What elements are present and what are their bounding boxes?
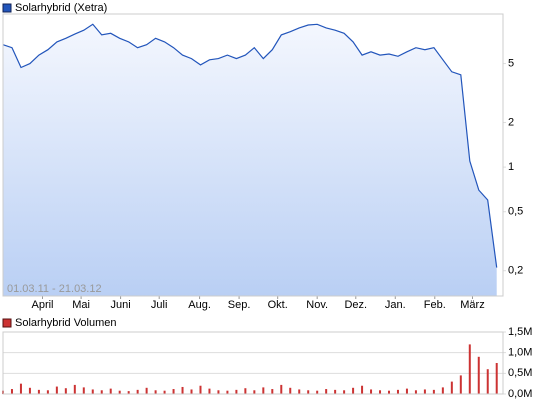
volume-bar [235, 389, 238, 394]
volume-bar [477, 356, 480, 394]
volume-bar [316, 390, 319, 394]
volume-bar [495, 363, 498, 394]
volume-bar [82, 387, 85, 394]
volume-bar [262, 387, 265, 394]
x-tick-label: Okt. [268, 299, 288, 311]
volume-bar [91, 389, 94, 394]
volume-bar [459, 375, 462, 394]
volume-bar [19, 383, 22, 394]
volume-bar [370, 389, 373, 394]
volume-bar [100, 390, 103, 394]
volume-bar [163, 390, 166, 394]
legend-label: Solarhybrid Volumen [15, 317, 117, 329]
price-line [2, 23, 498, 268]
volume-bar [199, 385, 202, 394]
x-tick-label: Mai [72, 299, 90, 311]
volume-bar [379, 390, 382, 394]
volume-bar [172, 389, 175, 394]
x-tick-label: Nov. [306, 299, 328, 311]
volume-bar [154, 390, 157, 394]
volume-bar [37, 389, 40, 394]
plot-frame [2, 13, 504, 297]
y-tick-label: 1 [508, 161, 514, 173]
y-tick-label: 5 [508, 57, 514, 69]
volume-bar [343, 390, 346, 394]
volume-bar [226, 390, 229, 394]
volume-bar [280, 384, 283, 394]
volume-bar [298, 389, 301, 394]
volume-bar [244, 388, 247, 394]
plot-frame [2, 331, 504, 395]
volume-bar [468, 344, 471, 394]
x-tick-label: März [460, 299, 484, 311]
volume-bar [352, 387, 355, 394]
volume-bar [396, 389, 399, 394]
y-tick-label: 1,5M [508, 326, 532, 338]
x-tick-label: Sep. [228, 299, 251, 311]
x-tick-label: Dez. [344, 299, 367, 311]
volume-chart: 0,0M 0,5M 1,0M 1,5M [2, 326, 532, 400]
y-tick-label: 0,2 [508, 265, 523, 277]
volume-bar [64, 388, 67, 394]
volume-bar [486, 369, 489, 394]
legend-swatch [2, 318, 12, 328]
volume-bar [217, 390, 220, 394]
volume-bar [10, 389, 13, 394]
x-tick-label: April [31, 299, 53, 311]
volume-bar [190, 389, 193, 394]
y-tick-label: 2 [508, 116, 514, 128]
volume-bar [28, 387, 31, 394]
volume-bar [55, 386, 58, 394]
volume-bar [307, 390, 310, 394]
volume-bar [432, 389, 435, 394]
price-chart: 5 2 1 0,5 0,2 April Mai Juni Juli Aug. Sep. Okt. Nov… [2, 23, 523, 311]
volume-bar [405, 388, 408, 394]
volume-bar [181, 386, 184, 394]
y-tick-label: 1,0M [508, 347, 532, 359]
date-range: 01.03.11 - 21.03.12 [7, 283, 102, 295]
volume-bar [46, 390, 49, 394]
volume-bar [423, 389, 426, 394]
legend-swatch [2, 3, 12, 13]
x-tick-label: Jan. [385, 299, 406, 311]
volume-bar [73, 384, 76, 394]
legend-label: Solarhybrid (Xetra) [15, 2, 107, 14]
volume-bar [387, 390, 390, 394]
volume-bar [289, 387, 292, 394]
x-tick-label: Feb. [424, 299, 446, 311]
volume-bar [208, 388, 211, 394]
volume-bar [136, 389, 139, 394]
volume-bar [127, 391, 130, 394]
volume-bar [414, 390, 417, 394]
price-area [3, 24, 497, 297]
y-tick-label: 0,5 [508, 206, 523, 218]
volume-bar [441, 387, 444, 394]
volume-bar [450, 381, 453, 394]
y-tick-label: 0,0M [508, 388, 532, 400]
x-tick-label: Juli [151, 299, 168, 311]
y-tick-label: 0,5M [508, 367, 532, 379]
x-tick-label: Aug. [188, 299, 211, 311]
volume-bar [118, 390, 121, 394]
volume-bar [109, 388, 112, 394]
volume-bar [334, 389, 337, 394]
volume-bar [145, 387, 148, 394]
volume-bar [271, 389, 274, 394]
volume-bar [325, 389, 328, 394]
x-tick-label: Juni [111, 299, 131, 311]
volume-bar [253, 390, 256, 394]
volume-bar [361, 385, 364, 394]
